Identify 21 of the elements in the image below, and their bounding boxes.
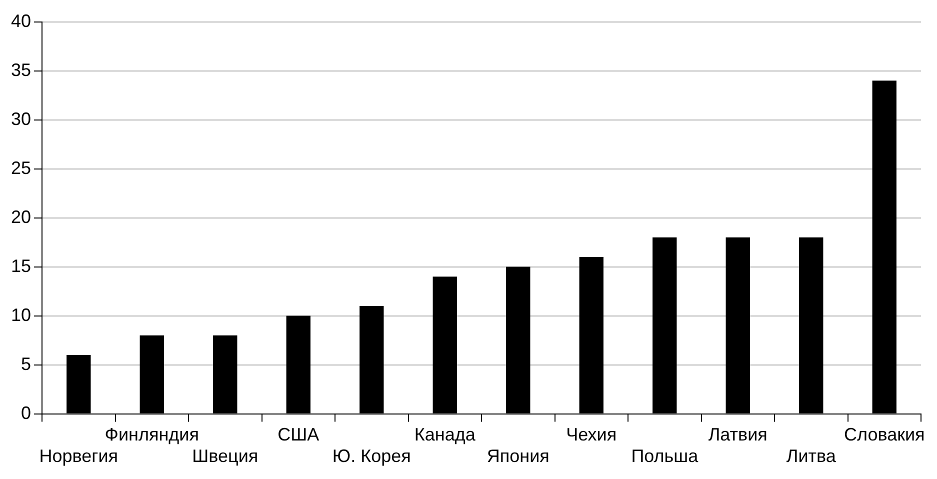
- x-tick-label: Чехия: [566, 424, 617, 445]
- y-tick-label: 5: [21, 354, 32, 374]
- y-tick-label: 20: [10, 206, 32, 227]
- x-tick-label: Латвия: [708, 424, 768, 445]
- x-tick-label: Литва: [786, 446, 837, 466]
- y-tick-label: 15: [10, 256, 32, 276]
- x-tick-label: Норвегия: [39, 446, 118, 466]
- x-tick-label: Польша: [631, 446, 700, 466]
- x-tick-label: Финляндия: [104, 424, 199, 445]
- y-tick-label: 10: [10, 304, 32, 325]
- y-tick-label: 30: [10, 108, 32, 129]
- x-tick-label: Япония: [486, 446, 550, 466]
- x-tick-label: США: [278, 424, 320, 445]
- y-tick-label: 40: [10, 10, 32, 31]
- x-tick-label: Швеция: [192, 446, 258, 466]
- x-tick-label: Канада: [414, 424, 476, 445]
- x-tick-label: Словакия: [844, 424, 925, 445]
- x-tick-label: Ю. Корея: [332, 446, 411, 466]
- y-tick-label: 35: [10, 60, 32, 80]
- y-tick-label: 0: [21, 402, 32, 423]
- y-tick-label: 25: [10, 158, 32, 178]
